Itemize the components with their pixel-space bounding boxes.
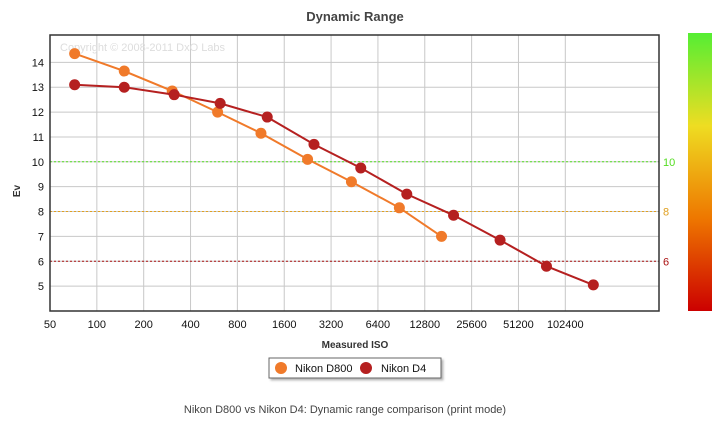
reference-lines: 10 8 6 bbox=[50, 157, 675, 268]
data-series bbox=[69, 48, 599, 291]
data-point-nikon-d4 bbox=[401, 188, 413, 200]
y-tick-label: 9 bbox=[38, 182, 44, 194]
x-tick-label: 25600 bbox=[456, 319, 487, 331]
data-point-nikon-d4 bbox=[587, 279, 599, 291]
series-line-nikon-d4 bbox=[74, 83, 594, 286]
x-axis-ticks: 50 100 200 400 800 1600 3200 6400 12800 25600 5120… bbox=[44, 319, 584, 331]
data-point-nikon-d800 bbox=[69, 48, 81, 60]
data-point-nikon-d4 bbox=[214, 97, 226, 109]
data-point-nikon-d800 bbox=[255, 127, 267, 139]
plot-frame bbox=[49, 34, 660, 312]
data-point-nikon-d800 bbox=[302, 153, 314, 165]
x-tick-label: 12800 bbox=[409, 319, 440, 331]
reference-line-label: 10 bbox=[663, 157, 675, 169]
legend-box bbox=[268, 357, 442, 379]
x-tick-label: 3200 bbox=[319, 319, 343, 331]
x-tick-label: 200 bbox=[135, 319, 153, 331]
data-point-nikon-d800 bbox=[436, 230, 448, 242]
legend-marker-nikon-d800 bbox=[275, 362, 287, 374]
x-tick-label: 1600 bbox=[272, 319, 296, 331]
y-tick-label: 7 bbox=[38, 231, 44, 243]
x-tick-label: 100 bbox=[88, 319, 106, 331]
reference-line-label: 6 bbox=[663, 256, 669, 268]
x-tick-label: 102400 bbox=[547, 319, 584, 331]
data-point-nikon-d4 bbox=[494, 234, 506, 246]
x-tick-label: 50 bbox=[44, 319, 56, 331]
y-tick-label: 13 bbox=[32, 82, 44, 94]
data-point-nikon-d4 bbox=[261, 111, 273, 123]
chart-caption: Nikon D800 vs Nikon D4: Dynamic range co… bbox=[184, 404, 506, 416]
legend-label-nikon-d4: Nikon D4 bbox=[381, 363, 426, 375]
x-tick-label: 800 bbox=[228, 319, 246, 331]
y-axis-ticks: 5 6 7 8 9 10 11 12 13 14 bbox=[32, 57, 44, 293]
data-point-nikon-d4 bbox=[448, 209, 460, 221]
plot-area bbox=[50, 35, 659, 311]
y-tick-label: 10 bbox=[32, 157, 44, 169]
legend-label-nikon-d800: Nikon D800 bbox=[295, 363, 352, 375]
legend-marker-nikon-d4 bbox=[360, 362, 372, 374]
y-tick-label: 12 bbox=[32, 107, 44, 119]
legend: Nikon D800 Nikon D4 bbox=[268, 357, 442, 379]
data-point-nikon-d800 bbox=[118, 65, 130, 77]
y-axis-label: Ev bbox=[12, 184, 23, 197]
data-point-nikon-d4 bbox=[118, 81, 130, 93]
data-point-nikon-d800 bbox=[212, 106, 224, 118]
data-point-nikon-d4 bbox=[540, 260, 552, 272]
x-axis-label: Measured ISO bbox=[322, 340, 389, 351]
y-tick-label: 6 bbox=[38, 256, 44, 268]
data-point-nikon-d4 bbox=[168, 89, 180, 101]
y-tick-label: 14 bbox=[32, 57, 44, 69]
color-scale-bar bbox=[688, 33, 712, 311]
y-tick-label: 5 bbox=[38, 281, 44, 293]
x-tick-label: 6400 bbox=[366, 319, 390, 331]
data-point-nikon-d800 bbox=[345, 176, 357, 188]
x-tick-label: 400 bbox=[181, 319, 199, 331]
x-tick-label: 51200 bbox=[503, 319, 534, 331]
chart-title: Dynamic Range bbox=[306, 9, 404, 24]
data-point-nikon-d4 bbox=[355, 162, 367, 174]
copyright-watermark: Copyright © 2008-2011 DxO Labs bbox=[60, 42, 226, 54]
data-point-nikon-d4 bbox=[69, 79, 81, 91]
data-point-nikon-d4 bbox=[308, 138, 320, 150]
data-point-nikon-d800 bbox=[393, 202, 405, 214]
y-tick-label: 11 bbox=[33, 132, 44, 144]
y-tick-label: 8 bbox=[38, 207, 44, 219]
reference-line-label: 8 bbox=[663, 207, 669, 219]
